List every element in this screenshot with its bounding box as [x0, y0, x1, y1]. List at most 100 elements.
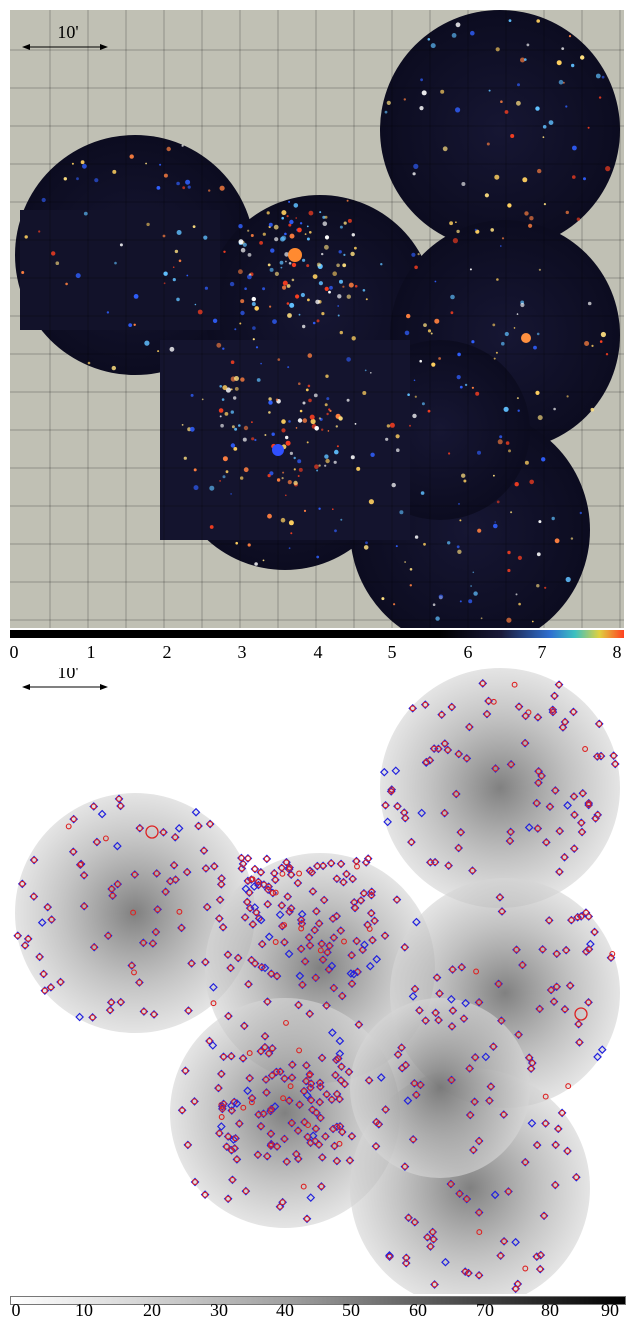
xray-source — [432, 603, 436, 606]
xray-source — [493, 523, 498, 529]
xray-source — [234, 376, 239, 381]
xray-source — [524, 460, 529, 465]
xray-source — [63, 177, 67, 181]
circle-marker — [430, 1236, 437, 1243]
circle-marker — [435, 745, 442, 752]
circle-marker — [81, 872, 88, 879]
xray-source — [324, 235, 330, 240]
xray-source — [350, 251, 355, 257]
xray-source — [313, 393, 318, 398]
xray-source — [580, 55, 585, 60]
xray-source — [222, 385, 228, 391]
circle-marker — [486, 1097, 493, 1104]
circle-marker — [403, 1254, 410, 1261]
xray-source — [393, 603, 396, 606]
circle-marker — [556, 868, 563, 875]
circle-marker — [382, 1106, 389, 1113]
xray-source — [297, 475, 300, 477]
circle-marker — [249, 1095, 256, 1102]
circle-marker — [579, 790, 586, 797]
xray-source — [231, 425, 235, 429]
circle-marker — [107, 1007, 114, 1014]
circle-marker — [171, 862, 178, 869]
circle-marker — [296, 1101, 303, 1108]
circle-marker — [109, 892, 116, 899]
xray-source — [477, 450, 481, 455]
circle-marker — [555, 1125, 562, 1132]
circle-marker — [201, 847, 207, 854]
diamond-marker — [379, 767, 389, 777]
circle-marker — [583, 909, 589, 916]
xray-source — [510, 511, 513, 514]
xray-source — [457, 352, 461, 357]
circle-marker — [263, 855, 270, 862]
bright-source — [521, 333, 531, 343]
xray-source — [186, 274, 189, 277]
circle-marker — [57, 979, 64, 985]
circle-marker — [36, 953, 43, 960]
xray-source — [499, 435, 503, 439]
circle-marker — [298, 916, 305, 923]
circle-marker — [533, 800, 540, 807]
circle-marker — [522, 1265, 529, 1272]
circle-marker — [258, 1123, 264, 1130]
xray-source — [329, 285, 333, 290]
xray-source — [340, 518, 343, 521]
xray-source — [83, 211, 88, 216]
xray-source — [298, 467, 303, 472]
xray-source — [266, 211, 270, 215]
xray-source — [524, 58, 527, 61]
xray-source — [219, 185, 225, 191]
circle-marker — [216, 1130, 223, 1137]
xray-source — [505, 441, 510, 445]
xray-source — [399, 510, 404, 515]
xray-source — [176, 297, 180, 302]
circle-marker — [563, 947, 570, 954]
xray-source — [302, 401, 306, 405]
xray-source — [187, 185, 191, 189]
circle-marker — [355, 1021, 362, 1028]
xray-source — [494, 174, 500, 180]
xray-source — [310, 418, 316, 425]
circle-marker — [44, 904, 51, 911]
circle-marker — [608, 954, 614, 961]
xray-source — [327, 430, 330, 432]
xray-source — [295, 294, 300, 299]
xray-source — [395, 434, 400, 439]
xray-source — [599, 340, 603, 343]
xray-source — [289, 302, 295, 308]
xray-source — [468, 599, 473, 604]
circle-marker — [105, 932, 112, 939]
xray-source — [337, 294, 342, 299]
xray-source — [473, 591, 478, 596]
xray-source — [324, 454, 329, 459]
circle-marker — [264, 1153, 271, 1160]
circle-marker — [288, 871, 295, 878]
xray-source — [368, 499, 374, 505]
xray-source — [430, 332, 433, 335]
xray-source — [146, 222, 150, 227]
circle-marker — [357, 897, 364, 904]
circle-marker — [202, 865, 209, 872]
diamond-marker — [113, 841, 122, 851]
xray-source — [438, 357, 441, 360]
circle-marker — [332, 1072, 339, 1079]
diamond-marker — [349, 969, 359, 979]
circle-marker — [131, 969, 137, 976]
diamond-marker — [209, 982, 218, 992]
xray-source — [507, 568, 511, 573]
xray-source — [295, 217, 298, 219]
xray-source — [438, 594, 444, 600]
xray-source — [411, 252, 416, 257]
circle-marker — [472, 1054, 479, 1061]
circle-marker — [405, 1214, 412, 1221]
circle-marker — [371, 917, 378, 924]
circle-marker — [340, 879, 347, 886]
circle-marker — [497, 1252, 504, 1259]
circle-marker — [130, 909, 137, 916]
xray-source — [302, 324, 306, 329]
diamond-marker — [391, 766, 401, 776]
circle-marker — [264, 901, 271, 908]
tick-label: 5 — [387, 642, 397, 662]
xray-source — [284, 252, 289, 257]
